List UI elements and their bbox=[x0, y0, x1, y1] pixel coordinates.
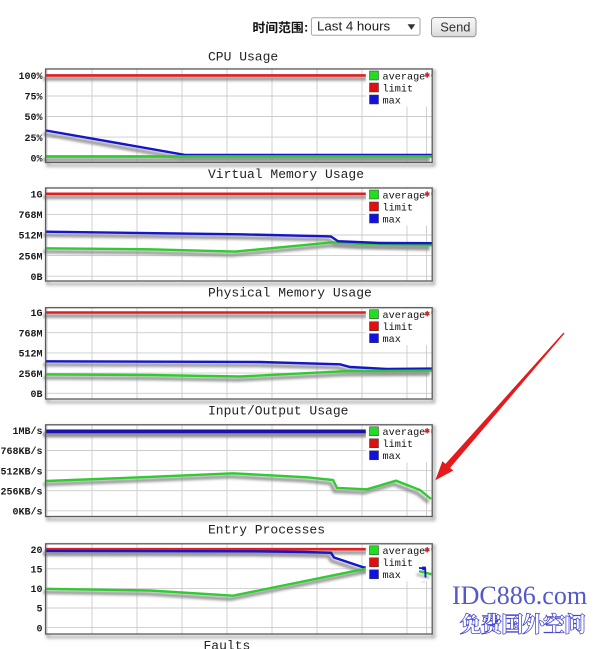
svg-text:0%: 0% bbox=[30, 154, 42, 165]
svg-text:5: 5 bbox=[36, 605, 42, 616]
svg-text:768M: 768M bbox=[18, 329, 42, 340]
svg-text:0B: 0B bbox=[30, 390, 42, 401]
svg-text:Faults: Faults bbox=[204, 639, 251, 649]
svg-text:average: average bbox=[383, 191, 426, 202]
svg-text:average: average bbox=[383, 428, 426, 439]
svg-text:512M: 512M bbox=[18, 232, 42, 243]
svg-text:256KB/s: 256KB/s bbox=[0, 486, 42, 498]
svg-text:1G: 1G bbox=[30, 191, 42, 202]
svg-text:1MB/s: 1MB/s bbox=[12, 426, 42, 438]
svg-text:average: average bbox=[383, 547, 426, 558]
svg-text:Physical Memory Usage: Physical Memory Usage bbox=[208, 286, 372, 301]
svg-text:75%: 75% bbox=[24, 93, 42, 104]
svg-text:20: 20 bbox=[30, 546, 42, 557]
svg-text:512M: 512M bbox=[18, 350, 42, 361]
svg-text:50%: 50% bbox=[24, 113, 42, 124]
svg-text:average: average bbox=[383, 72, 426, 83]
svg-text:0: 0 bbox=[36, 624, 42, 635]
svg-text:limit: limit bbox=[383, 322, 414, 334]
svg-text:max: max bbox=[383, 452, 401, 463]
svg-text:512KB/s: 512KB/s bbox=[0, 466, 42, 478]
svg-text:256M: 256M bbox=[18, 370, 42, 381]
svg-text:limit: limit bbox=[383, 558, 414, 570]
svg-text:0KB/s: 0KB/s bbox=[12, 507, 42, 519]
svg-text:max: max bbox=[383, 215, 401, 226]
svg-text:256M: 256M bbox=[18, 252, 42, 263]
svg-text:25%: 25% bbox=[24, 134, 42, 145]
svg-text:15: 15 bbox=[30, 566, 42, 577]
svg-text:average: average bbox=[383, 311, 426, 322]
svg-text:max: max bbox=[383, 571, 401, 582]
svg-text:limit: limit bbox=[383, 83, 414, 95]
svg-text:100%: 100% bbox=[18, 72, 42, 83]
svg-text:10: 10 bbox=[30, 585, 42, 596]
svg-text:0B: 0B bbox=[30, 273, 42, 284]
svg-text:CPU Usage: CPU Usage bbox=[208, 49, 278, 64]
svg-text:IDC886.com: IDC886.com bbox=[452, 581, 587, 610]
svg-text:1G: 1G bbox=[30, 309, 42, 320]
svg-text:Entry Processes: Entry Processes bbox=[208, 523, 325, 538]
svg-text:max: max bbox=[383, 335, 401, 346]
svg-text::: : bbox=[304, 20, 308, 35]
svg-text:limit: limit bbox=[383, 202, 414, 214]
svg-text:Input/Output Usage: Input/Output Usage bbox=[208, 404, 348, 419]
svg-text:max: max bbox=[383, 96, 401, 107]
svg-text:768KB/s: 768KB/s bbox=[0, 446, 42, 458]
svg-text:Virtual Memory Usage: Virtual Memory Usage bbox=[208, 167, 364, 182]
svg-text:Last 4 hours: Last 4 hours bbox=[317, 19, 391, 34]
svg-text:768M: 768M bbox=[18, 211, 42, 222]
svg-text:limit: limit bbox=[383, 439, 414, 451]
svg-text:Send: Send bbox=[440, 20, 470, 35]
